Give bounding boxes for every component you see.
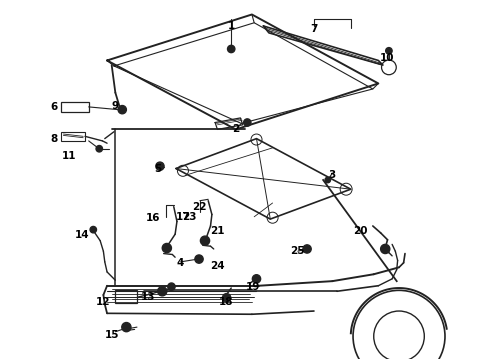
Text: 10: 10 xyxy=(380,53,395,63)
Text: 13: 13 xyxy=(141,292,156,302)
Text: 15: 15 xyxy=(104,330,119,341)
Text: 6: 6 xyxy=(50,102,58,112)
Text: 20: 20 xyxy=(353,226,367,237)
Text: 5: 5 xyxy=(154,163,161,174)
Circle shape xyxy=(325,177,331,183)
Circle shape xyxy=(244,119,251,126)
Circle shape xyxy=(162,243,171,253)
Text: 8: 8 xyxy=(50,134,58,144)
Circle shape xyxy=(303,245,311,253)
Circle shape xyxy=(386,48,392,54)
Text: 23: 23 xyxy=(182,212,196,222)
Text: 18: 18 xyxy=(219,297,233,307)
Circle shape xyxy=(222,293,231,302)
Circle shape xyxy=(158,287,167,296)
Text: 22: 22 xyxy=(192,202,206,212)
Circle shape xyxy=(168,283,175,291)
Text: 19: 19 xyxy=(246,282,261,292)
Text: 7: 7 xyxy=(310,24,318,34)
Circle shape xyxy=(252,275,261,283)
Circle shape xyxy=(227,45,235,53)
Bar xyxy=(115,291,137,303)
Circle shape xyxy=(156,162,164,170)
Text: 21: 21 xyxy=(210,226,224,235)
Text: 11: 11 xyxy=(62,151,76,161)
Text: 17: 17 xyxy=(175,212,190,222)
Circle shape xyxy=(90,226,97,233)
Text: 4: 4 xyxy=(177,258,184,268)
Text: 24: 24 xyxy=(210,261,225,271)
Text: 16: 16 xyxy=(146,213,160,223)
Circle shape xyxy=(122,323,131,332)
Text: 1: 1 xyxy=(227,21,235,31)
Text: 2: 2 xyxy=(232,125,240,134)
Circle shape xyxy=(200,236,210,245)
Text: 3: 3 xyxy=(329,170,336,180)
Circle shape xyxy=(195,255,203,263)
Circle shape xyxy=(118,105,126,114)
Bar xyxy=(61,132,85,141)
Text: 9: 9 xyxy=(112,102,119,112)
Circle shape xyxy=(381,244,390,253)
Text: 12: 12 xyxy=(96,297,111,307)
Bar xyxy=(61,102,89,112)
Text: 14: 14 xyxy=(74,230,89,240)
Text: 25: 25 xyxy=(291,246,305,256)
Circle shape xyxy=(96,145,102,152)
